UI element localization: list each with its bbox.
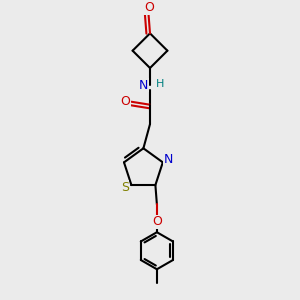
Text: O: O (144, 2, 154, 14)
Text: O: O (121, 95, 130, 108)
Text: H: H (155, 80, 164, 89)
Text: S: S (121, 181, 129, 194)
Text: N: N (164, 154, 173, 166)
Text: N: N (139, 79, 148, 92)
Text: O: O (153, 215, 162, 228)
